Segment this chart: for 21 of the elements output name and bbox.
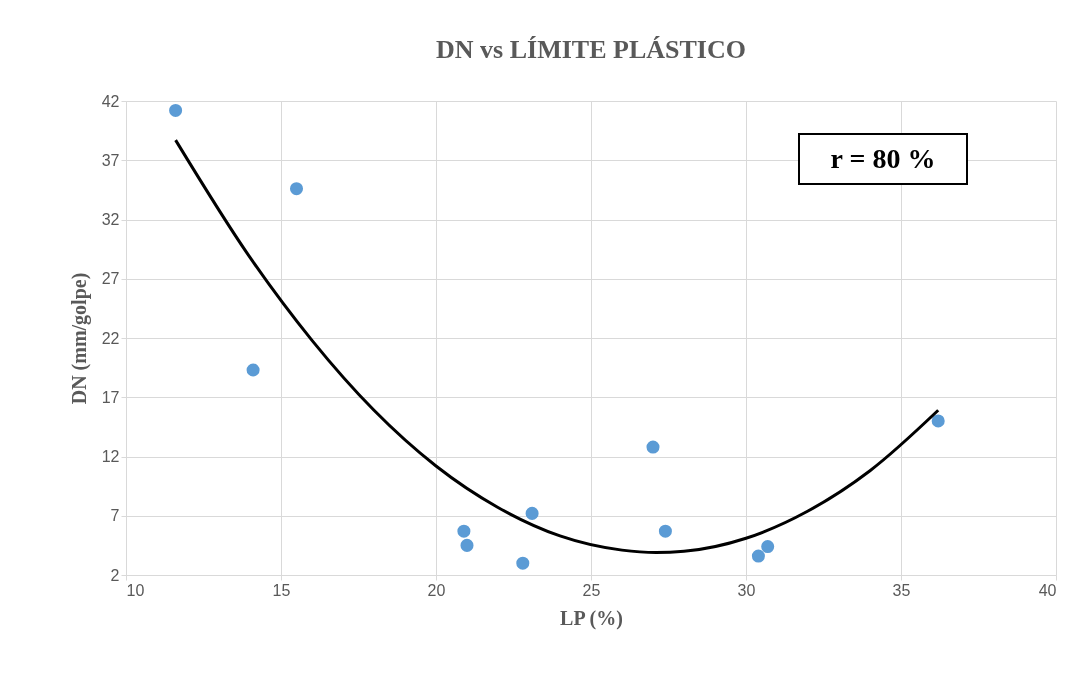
y-tick-label: 37 (101, 151, 120, 169)
x-tick-label: 40 (1038, 581, 1057, 599)
x-axis-title: LP (%) (560, 606, 623, 630)
y-tick-label: 2 (110, 566, 120, 584)
x-tick-label: 15 (272, 581, 291, 599)
x-tick-label: 25 (582, 581, 601, 599)
y-tick-label: 7 (110, 507, 120, 525)
x-tick-label: 20 (427, 581, 446, 599)
x-tick-label: 35 (892, 581, 911, 599)
line-series (174, 138, 940, 554)
y-tick-label: 22 (101, 329, 120, 347)
y-tick-label: 32 (101, 211, 120, 228)
x-tick-label: 10 (126, 581, 145, 599)
y-axis-title: DN (mm/golpe) (67, 272, 91, 405)
x-tick-label: 30 (737, 581, 756, 599)
y-tick-label: 17 (101, 388, 120, 406)
chart-title: DN vs LÍMITE PLÁSTICO (436, 35, 746, 64)
y-tick-label: 42 (101, 92, 120, 110)
y-tick-label: 12 (101, 448, 120, 465)
y-tick-label: 27 (101, 270, 120, 288)
annotation: r = 80 % (798, 133, 968, 185)
